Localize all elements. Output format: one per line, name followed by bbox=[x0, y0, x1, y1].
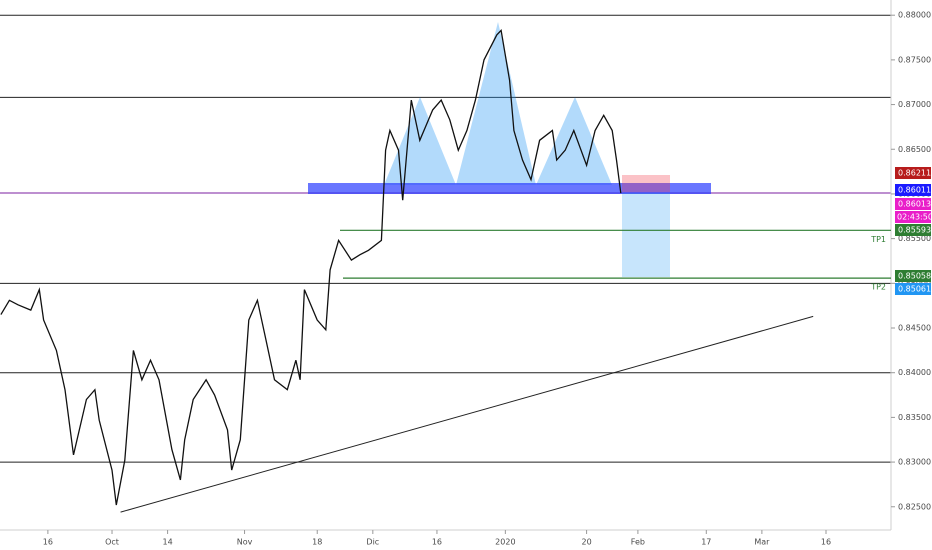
price-tag bbox=[895, 283, 931, 295]
x-tick-label: Oct bbox=[105, 538, 119, 547]
x-tick-label: 18 bbox=[312, 538, 322, 547]
price-tag bbox=[895, 270, 931, 282]
trendline bbox=[120, 315, 814, 513]
y-tick-label: 0.83000 bbox=[898, 458, 931, 467]
x-tick-label: 16 bbox=[821, 538, 831, 547]
price-tag bbox=[895, 198, 931, 210]
x-tick-label: Mar bbox=[754, 538, 770, 547]
price-tag bbox=[895, 224, 931, 236]
y-tick-label: 0.84000 bbox=[898, 368, 931, 377]
y-tick-label: 0.87500 bbox=[898, 55, 931, 64]
price-tag-label: 0.85593 bbox=[898, 226, 931, 235]
x-tick-label: 16 bbox=[43, 538, 53, 547]
x-tick-label: Feb bbox=[631, 538, 645, 547]
price-tag-label: 0.86011 bbox=[898, 186, 931, 195]
y-tick-label: 0.87000 bbox=[898, 100, 931, 109]
target-label: TP1 bbox=[870, 235, 886, 244]
x-tick-label: 17 bbox=[701, 538, 711, 547]
stop-zone bbox=[622, 175, 670, 192]
countdown-label: 02:43:50 bbox=[897, 213, 932, 222]
y-tick-label: 0.83500 bbox=[898, 413, 931, 422]
x-tick-label: 16 bbox=[432, 538, 442, 547]
price-tag-label: 0.86013 bbox=[898, 200, 931, 209]
price-line bbox=[0, 29, 622, 506]
price-tag bbox=[895, 167, 931, 179]
y-tick-label: 0.84500 bbox=[898, 324, 931, 333]
y-tick-label: 0.85500 bbox=[898, 234, 931, 243]
target-label: TP2 bbox=[870, 283, 886, 292]
target-zone bbox=[622, 193, 670, 277]
countdown-tag bbox=[895, 211, 931, 223]
y-tick-label: 0.86500 bbox=[898, 145, 931, 154]
price-tag bbox=[895, 184, 931, 196]
neckline-zone bbox=[308, 183, 711, 194]
price-tag-label: 0.86211 bbox=[898, 169, 931, 178]
x-tick-label: 2020 bbox=[495, 538, 515, 547]
y-tick-label: 0.82500 bbox=[898, 502, 931, 511]
x-tick-label: 14 bbox=[163, 538, 173, 547]
x-tick-label: Nov bbox=[237, 538, 253, 547]
x-tick-label: Dic bbox=[366, 538, 379, 547]
price-tag-label: 0.85061 bbox=[898, 285, 931, 294]
y-tick-label: 0.88000 bbox=[898, 11, 931, 20]
x-tick-label: 20 bbox=[581, 538, 591, 547]
price-tag-label: 0.85058 bbox=[898, 272, 931, 281]
